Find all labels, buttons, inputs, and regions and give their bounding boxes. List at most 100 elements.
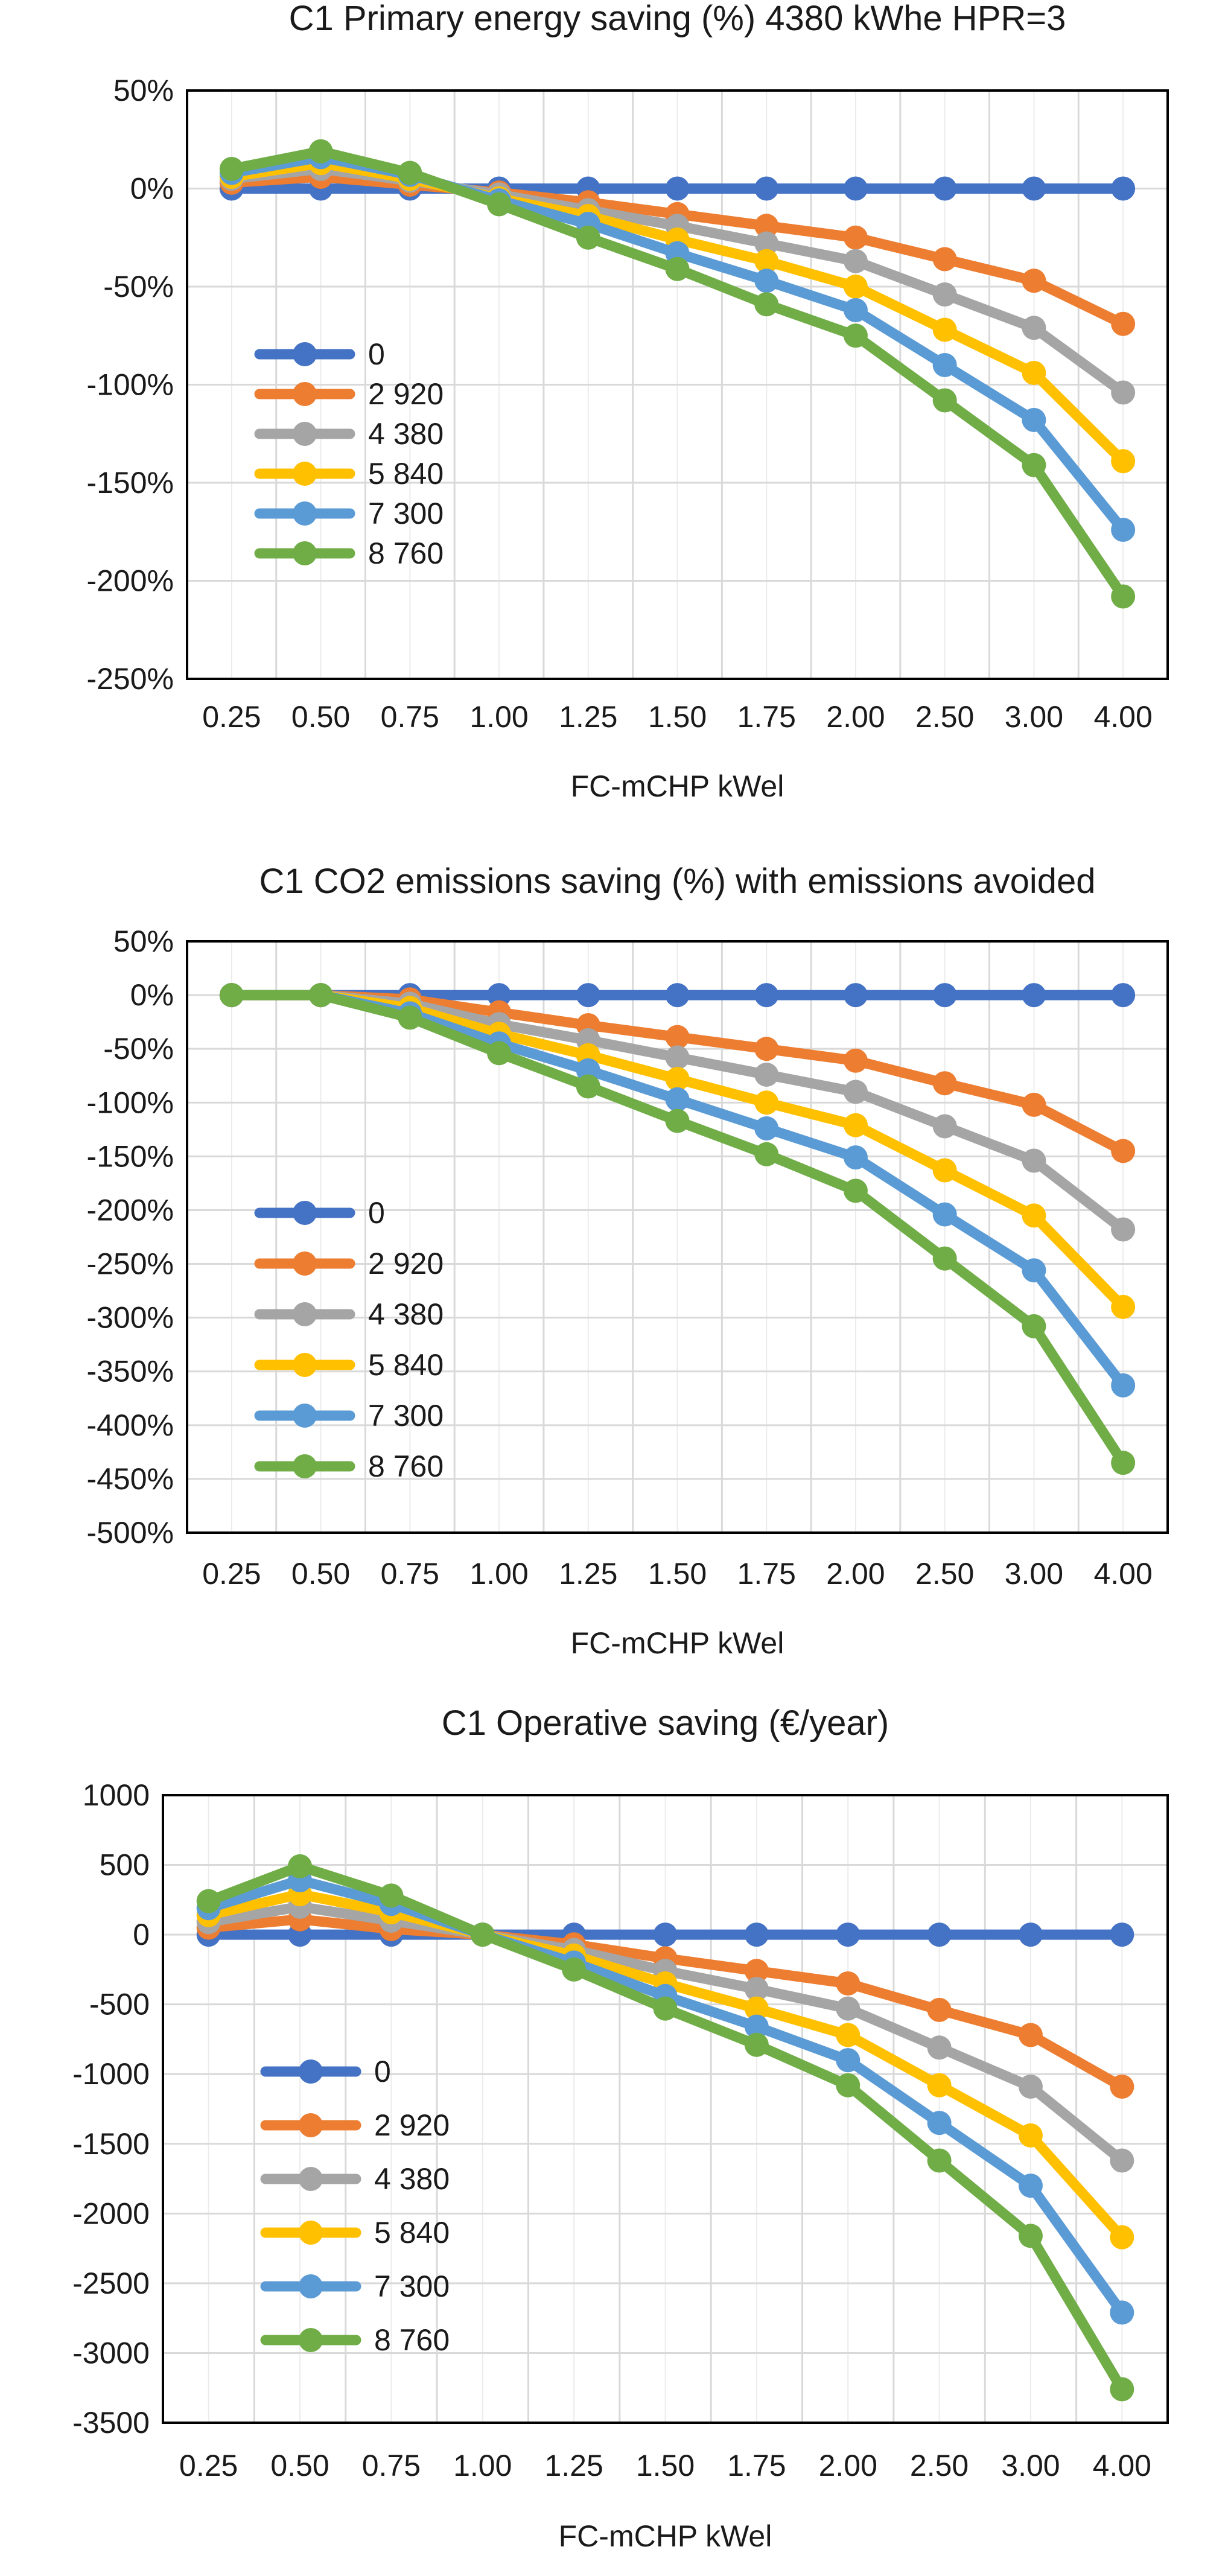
legend-marker: [293, 541, 317, 565]
data-point: [1111, 1139, 1136, 1163]
data-point: [308, 983, 333, 1008]
data-point: [754, 983, 779, 1008]
chart-operative-saving: C1 Operative saving (€/year) 1000 500 0 -500…: [0, 1678, 1228, 2576]
data-point: [932, 1246, 957, 1271]
legend-label: 7 300: [368, 1399, 444, 1433]
legend-entry: 4 380: [260, 2162, 450, 2196]
data-point: [1018, 2075, 1043, 2099]
data-point: [1022, 1258, 1046, 1283]
data-point: [836, 2023, 861, 2047]
data-point: [665, 176, 690, 201]
chart-co2-emissions-saving: C1 CO2 emissions saving (%) with emissio…: [0, 827, 1228, 1678]
data-point: [1111, 1373, 1136, 1398]
data-point: [843, 1113, 868, 1137]
y-tick-label: -2000: [72, 2196, 150, 2230]
data-point: [219, 157, 244, 181]
legend-marker: [299, 2328, 323, 2352]
x-tick-label: 3.00: [1005, 700, 1063, 734]
legend-marker: [293, 1454, 317, 1478]
data-point: [1022, 269, 1046, 293]
data-point: [1022, 1314, 1046, 1338]
x-tick-label: 0.25: [202, 1557, 261, 1591]
legend-entry: 8 760: [254, 1449, 444, 1483]
chart-title: C1 Operative saving (€/year): [442, 1703, 889, 1743]
data-point: [470, 1922, 495, 1947]
legend-marker: [299, 2059, 323, 2084]
x-tick-label: 0.25: [179, 2449, 238, 2482]
data-point: [653, 1922, 678, 1947]
series-5: [196, 1854, 1134, 2402]
data-point: [219, 983, 244, 1008]
data-point: [1111, 380, 1136, 405]
y-tick-label: -200%: [86, 1193, 174, 1227]
data-point: [744, 1996, 769, 2021]
y-tick-label: 50%: [113, 74, 174, 107]
legend-entry: 0: [254, 1196, 385, 1230]
x-tick-label: 0.50: [270, 2449, 329, 2482]
data-point: [665, 1067, 690, 1092]
legend-entry: 8 760: [260, 2323, 450, 2357]
y-tick-label: -400%: [86, 1408, 174, 1442]
y-tick-label: -50%: [103, 270, 174, 304]
legend-entry: 2 920: [254, 1247, 444, 1280]
legend-entry: 7 300: [254, 497, 444, 530]
y-tick-label: -2500: [72, 2266, 150, 2300]
data-point: [1111, 311, 1136, 336]
legend-label: 0: [374, 2055, 391, 2088]
data-point: [836, 2073, 861, 2097]
x-tick-label: 1.75: [737, 1557, 796, 1591]
data-point: [843, 1080, 868, 1104]
data-point: [196, 1889, 221, 1913]
data-point: [754, 1090, 779, 1115]
data-point: [1110, 2225, 1134, 2250]
x-tick-label: 1.00: [469, 1557, 528, 1591]
legend-label: 5 840: [368, 457, 444, 491]
legend-marker: [293, 1404, 317, 1428]
data-point: [487, 192, 512, 217]
data-point: [843, 323, 868, 348]
data-point: [308, 139, 333, 164]
data-point: [1022, 1148, 1046, 1173]
data-point: [932, 1202, 957, 1227]
data-point: [665, 1045, 690, 1070]
data-point: [1022, 453, 1046, 477]
data-point: [1111, 1294, 1136, 1319]
legend-label: 2 920: [374, 2108, 450, 2142]
y-tick-label: 0: [133, 1918, 150, 1951]
legend-label: 5 840: [374, 2216, 450, 2250]
x-tick-label: 4.00: [1093, 700, 1152, 734]
data-point: [843, 275, 868, 299]
y-tick-label: -150%: [86, 466, 174, 500]
data-point: [843, 1048, 868, 1073]
legend-label: 7 300: [374, 2269, 450, 2303]
x-tick-label: 2.50: [915, 1557, 974, 1591]
data-point: [754, 214, 779, 238]
chart-svg: C1 Operative saving (€/year) 1000 500 0 -500…: [72, 1703, 1169, 2553]
x-tick-label: 1.50: [648, 1557, 707, 1591]
data-point: [744, 1922, 769, 1947]
data-point: [288, 1854, 313, 1878]
data-point: [927, 2073, 952, 2097]
x-tick-label: 0.25: [202, 700, 261, 734]
legend-marker: [293, 382, 317, 406]
data-point: [1022, 361, 1046, 385]
data-point: [1111, 584, 1136, 609]
data-point: [843, 1145, 868, 1170]
data-point: [665, 983, 690, 1008]
data-point: [932, 176, 957, 201]
x-tick-label: 1.50: [648, 700, 707, 734]
data-point: [843, 249, 868, 273]
data-point: [1018, 1922, 1043, 1947]
y-tick-label: -3000: [72, 2336, 150, 2370]
data-point: [932, 1158, 957, 1183]
y-tick-label: -200%: [86, 564, 174, 598]
legend-entry: 7 300: [260, 2269, 450, 2303]
y-tick-label: -3500: [72, 2406, 150, 2440]
data-point: [1018, 2224, 1043, 2248]
x-tick-label: 0.50: [291, 700, 350, 734]
y-tick-label: 50%: [113, 924, 174, 958]
chart-title: C1 CO2 emissions saving (%) with emissio…: [259, 862, 1095, 901]
legend-label: 7 300: [368, 497, 444, 530]
data-point: [843, 298, 868, 322]
data-point: [1111, 983, 1136, 1008]
